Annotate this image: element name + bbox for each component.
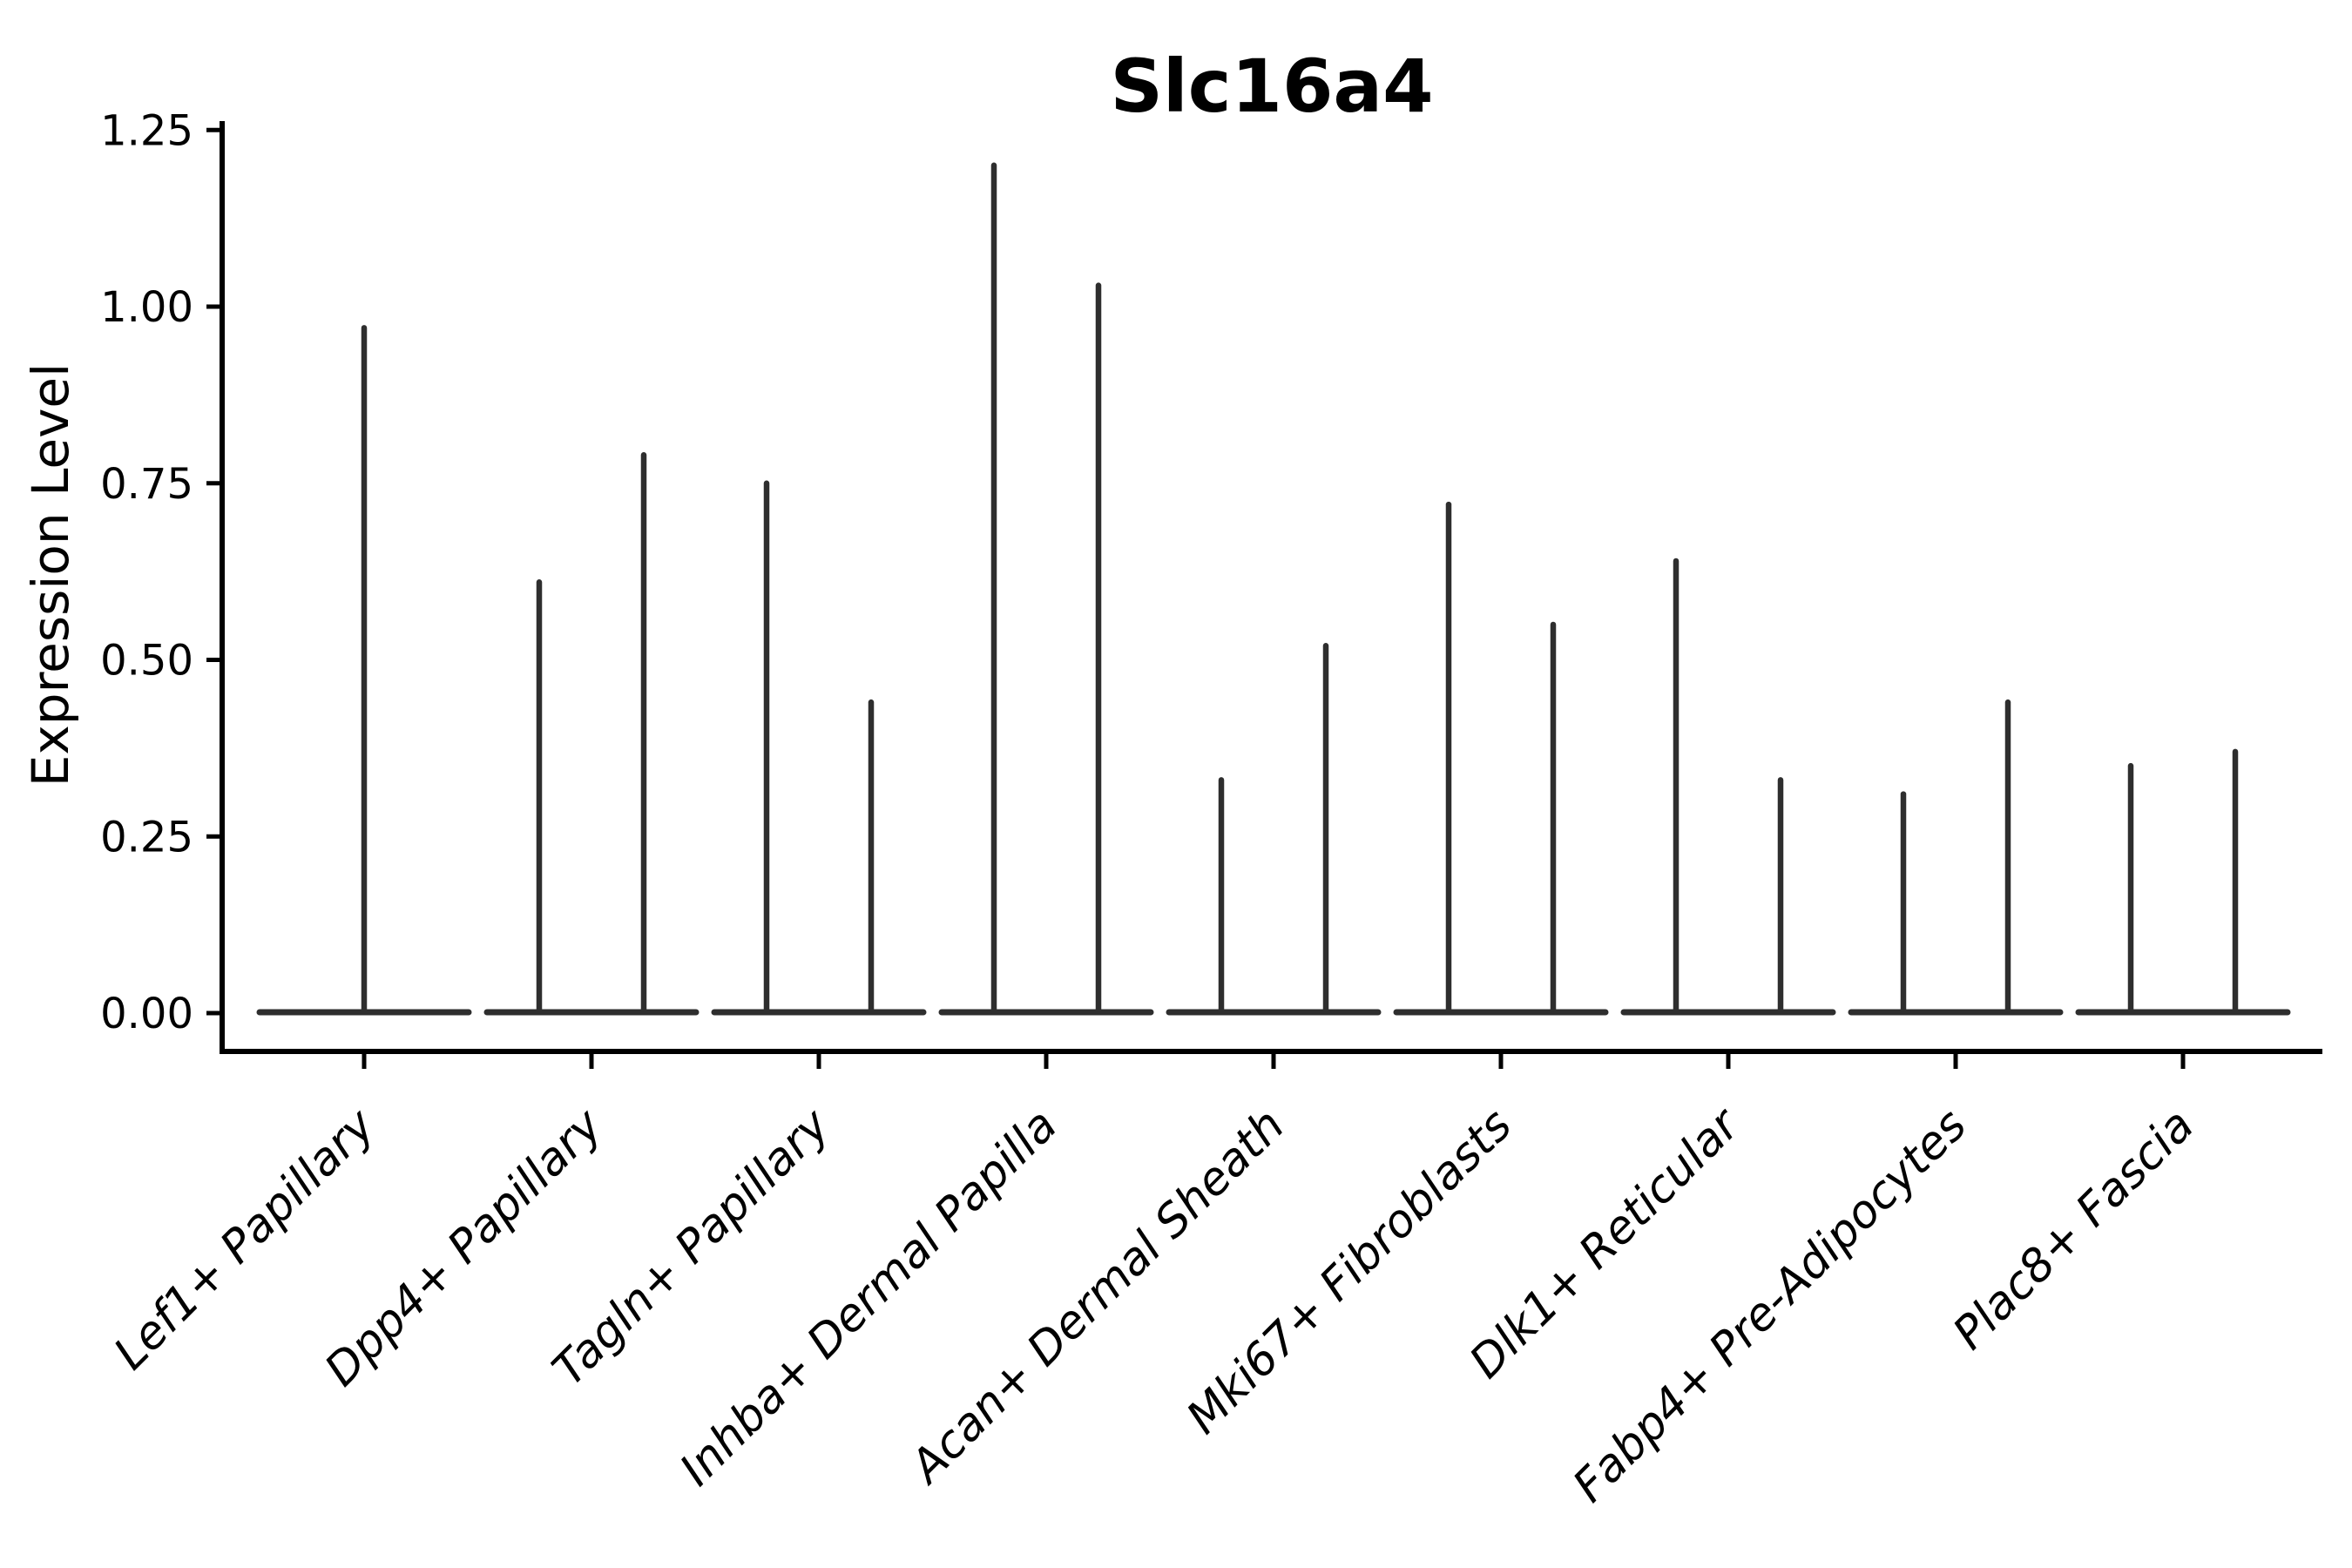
y-tick-label: 1.25 <box>100 106 193 155</box>
x-tick-label: Acan+ Dermal Sheath <box>899 1099 1294 1495</box>
violin-group <box>483 452 700 1016</box>
y-tick-label: 0.25 <box>100 813 193 862</box>
violin-group <box>1620 558 1836 1016</box>
x-tick-label: Inhba+ Dermal Papilla <box>670 1099 1067 1497</box>
y-tick-label: 0.75 <box>100 460 193 509</box>
y-tick-label: 0.50 <box>100 637 193 686</box>
x-tick-label: Plac8+ Fascia <box>1943 1099 2204 1360</box>
violin-group <box>711 480 927 1016</box>
y-tick-label: 0.00 <box>100 990 193 1038</box>
violin-group <box>938 162 1154 1016</box>
violin-group <box>1393 501 1609 1016</box>
x-tick-label: Fabp4+ Pre-Adipocytes <box>1564 1099 1977 1513</box>
violin-group <box>2075 748 2291 1016</box>
y-axis-label: Expression Level <box>21 363 80 787</box>
violins <box>256 162 2291 1016</box>
y-tick-label: 1.00 <box>100 283 193 332</box>
violin-group <box>1166 643 1382 1016</box>
violin-group <box>256 325 472 1016</box>
violin-group <box>1848 699 2064 1016</box>
plot-title: Slc16a4 <box>1110 44 1433 129</box>
